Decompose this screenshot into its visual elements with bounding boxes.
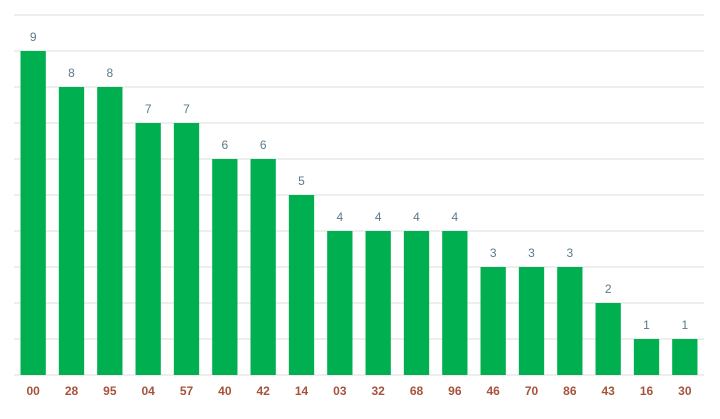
bar bbox=[212, 159, 238, 375]
bar bbox=[97, 87, 123, 375]
bar bbox=[518, 267, 545, 375]
bar bbox=[480, 267, 506, 375]
x-tick-label: 04 bbox=[141, 384, 155, 398]
value-label: 7 bbox=[145, 102, 152, 116]
value-label: 6 bbox=[260, 138, 267, 152]
x-tick-label: 03 bbox=[333, 384, 347, 398]
value-label: 5 bbox=[298, 174, 305, 188]
bar bbox=[672, 339, 698, 375]
value-label: 9 bbox=[30, 30, 37, 44]
x-tick-label: 46 bbox=[486, 384, 500, 398]
value-label: 3 bbox=[566, 246, 573, 260]
x-tick-label: 43 bbox=[601, 384, 615, 398]
value-label: 8 bbox=[68, 66, 75, 80]
x-tick-label: 42 bbox=[256, 384, 270, 398]
x-tick-label: 28 bbox=[65, 384, 79, 398]
x-tick-label: 70 bbox=[525, 384, 539, 398]
bar bbox=[633, 339, 660, 375]
bar bbox=[442, 231, 468, 375]
x-tick-label: 40 bbox=[218, 384, 232, 398]
value-label: 3 bbox=[528, 246, 535, 260]
bar bbox=[327, 231, 353, 375]
value-label: 3 bbox=[490, 246, 497, 260]
value-label: 2 bbox=[605, 282, 612, 296]
value-label: 8 bbox=[106, 66, 113, 80]
value-label: 1 bbox=[681, 318, 688, 332]
bar bbox=[58, 87, 85, 375]
x-tick-label: 16 bbox=[640, 384, 654, 398]
x-tick-label: 57 bbox=[180, 384, 194, 398]
x-tick-label: 95 bbox=[103, 384, 117, 398]
bar bbox=[595, 303, 621, 375]
value-label: 4 bbox=[336, 210, 343, 224]
x-tick-label: 30 bbox=[678, 384, 692, 398]
x-tick-label: 96 bbox=[448, 384, 462, 398]
x-tick-label: 68 bbox=[410, 384, 424, 398]
x-tick-label: 00 bbox=[26, 384, 40, 398]
bar bbox=[250, 159, 276, 375]
bar bbox=[365, 231, 391, 375]
bar bbox=[557, 267, 583, 375]
bar bbox=[135, 123, 161, 375]
bar bbox=[20, 51, 46, 375]
value-label: 4 bbox=[413, 210, 420, 224]
value-label: 6 bbox=[221, 138, 228, 152]
value-label: 7 bbox=[183, 102, 190, 116]
x-tick-label: 14 bbox=[295, 384, 309, 398]
bar bbox=[403, 231, 430, 375]
value-label: 1 bbox=[643, 318, 650, 332]
x-tick-label: 86 bbox=[563, 384, 577, 398]
value-label: 4 bbox=[375, 210, 382, 224]
bar bbox=[288, 195, 315, 375]
bar bbox=[173, 123, 200, 375]
value-label: 4 bbox=[451, 210, 458, 224]
x-tick-label: 32 bbox=[371, 384, 385, 398]
